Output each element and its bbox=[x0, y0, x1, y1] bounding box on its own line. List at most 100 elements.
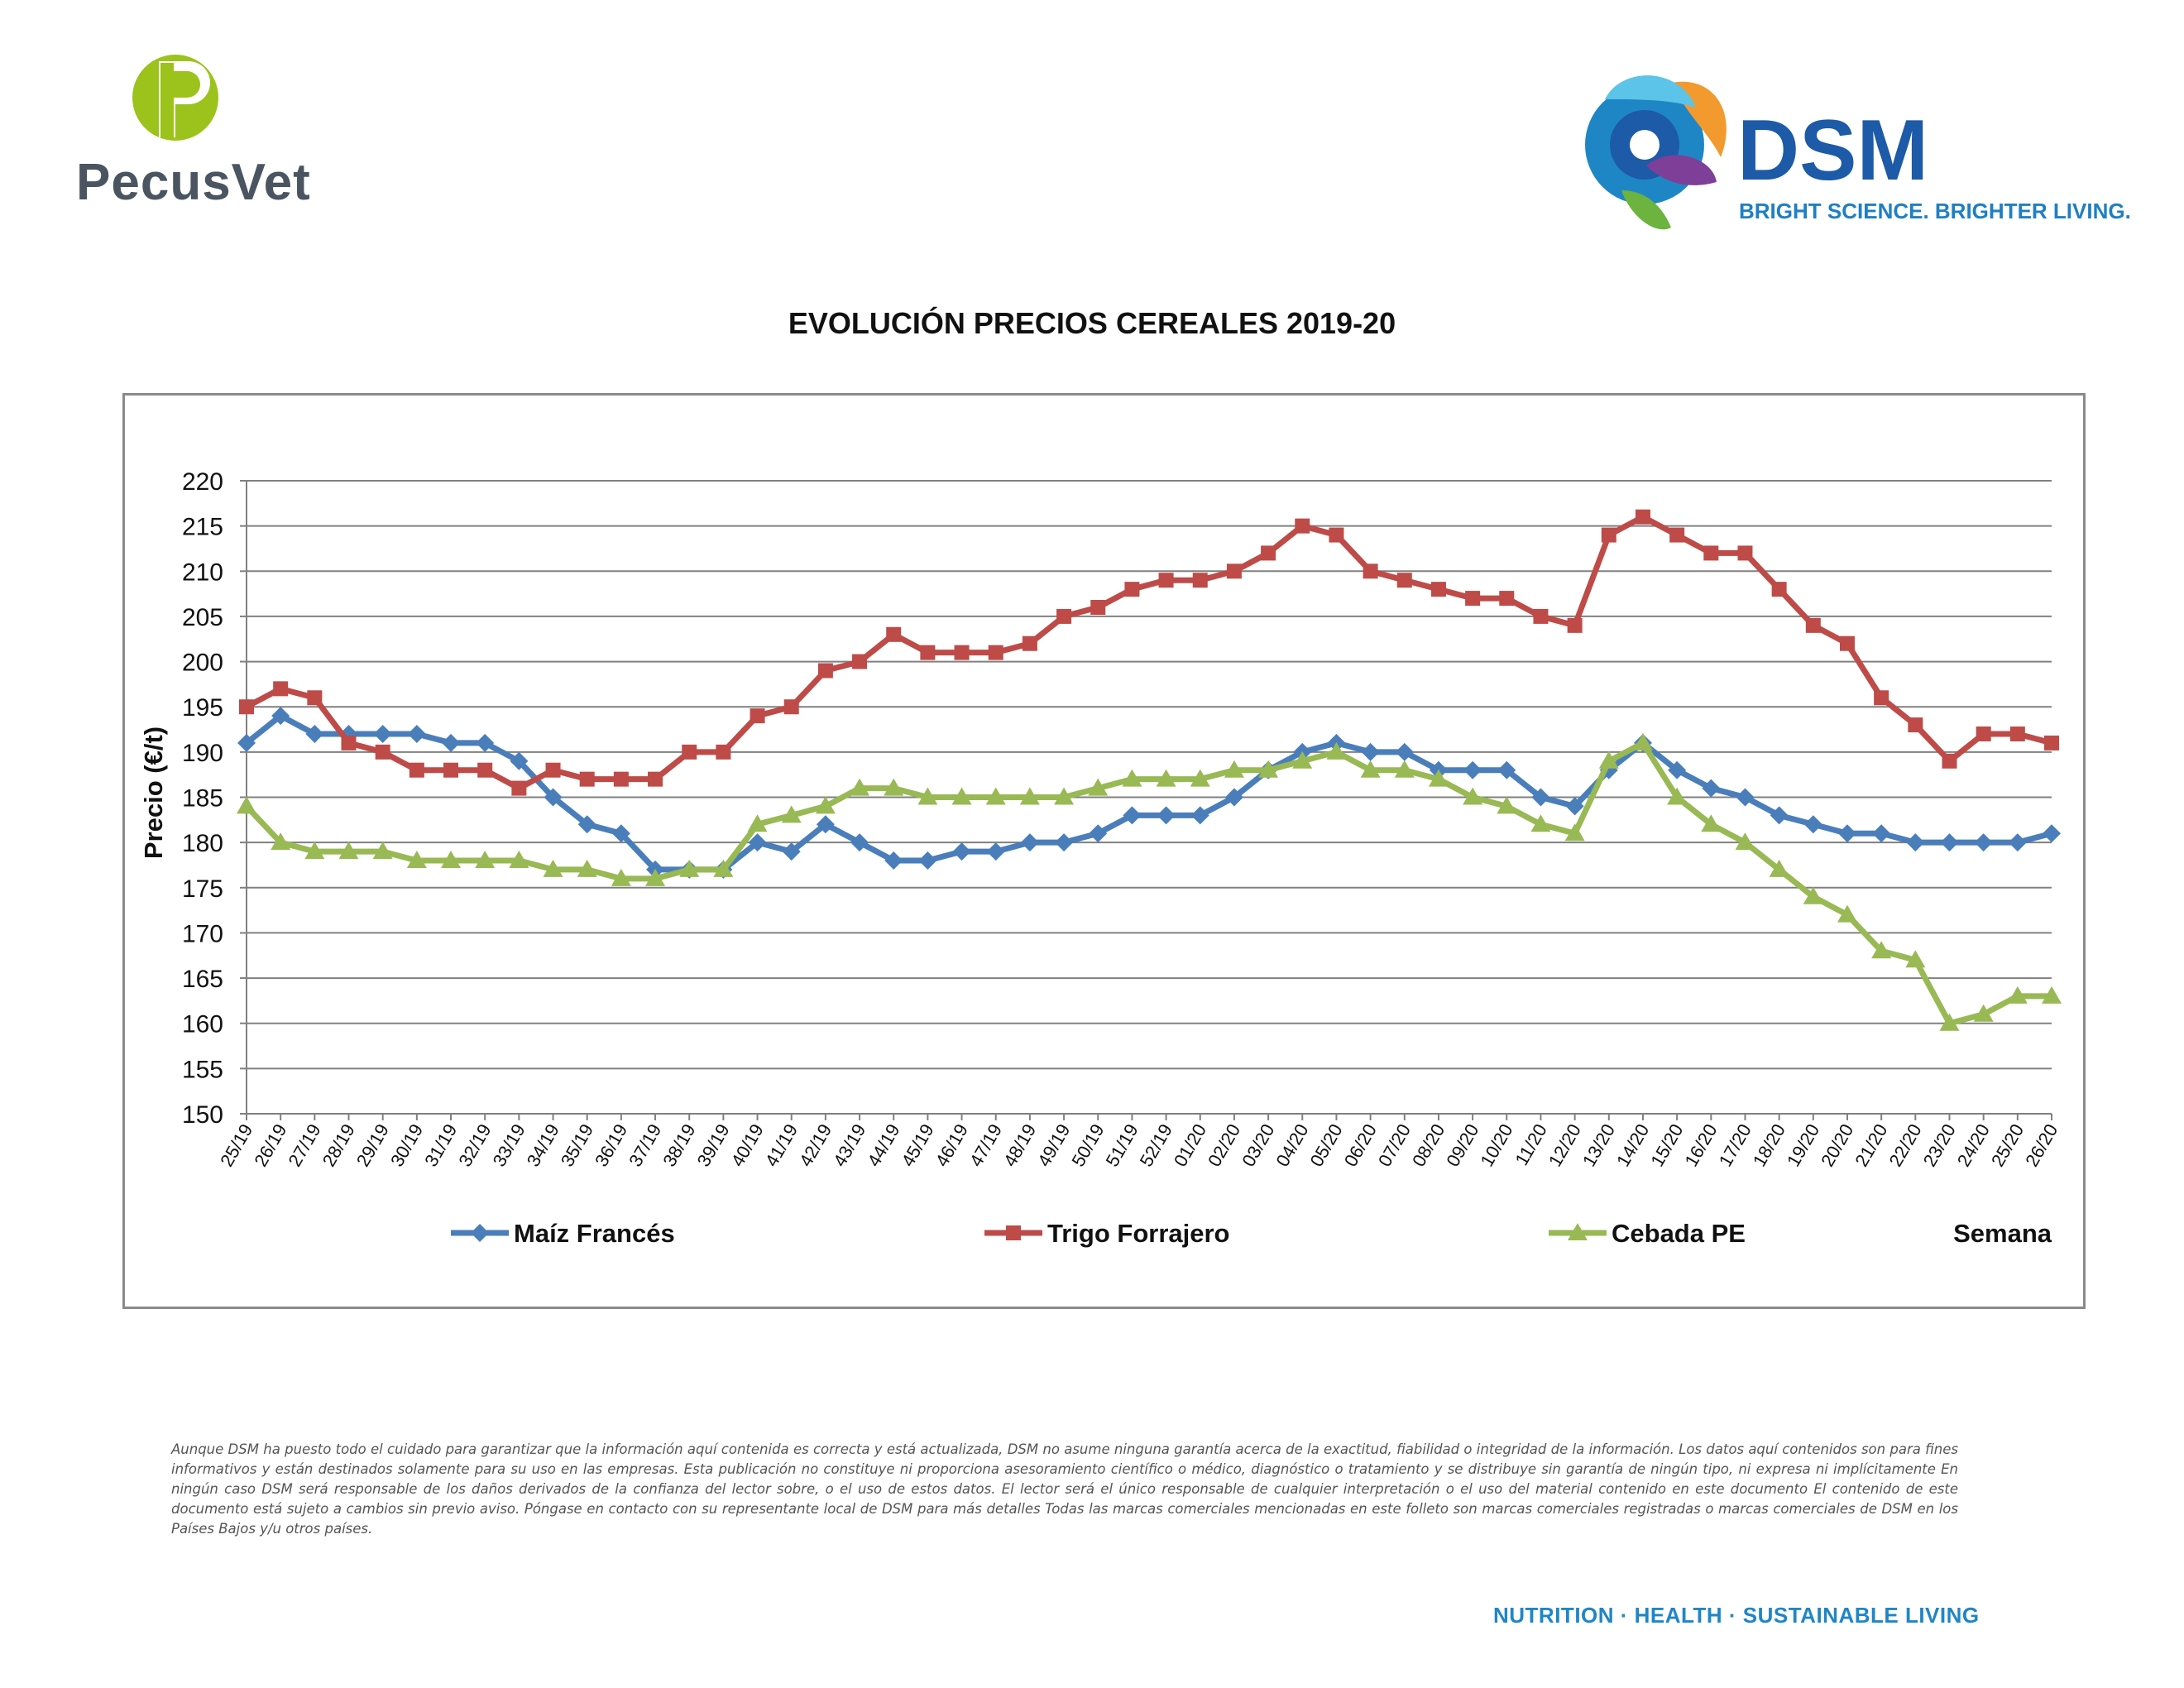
data-point-square bbox=[1090, 600, 1106, 615]
x-tick-label: 47/19 bbox=[965, 1120, 1006, 1170]
data-point-diamond bbox=[2008, 833, 2027, 852]
data-point-diamond bbox=[1668, 760, 1687, 779]
data-point-triangle bbox=[2042, 985, 2062, 1004]
x-tick-label: 09/20 bbox=[1442, 1120, 1482, 1170]
data-point-triangle bbox=[1394, 760, 1415, 778]
y-tick-label: 175 bbox=[182, 875, 223, 903]
data-point-triangle bbox=[577, 859, 597, 877]
data-point-triangle bbox=[1564, 823, 1585, 842]
data-point-square bbox=[409, 762, 424, 778]
data-point-diamond bbox=[1837, 824, 1856, 843]
data-point-triangle bbox=[1598, 750, 1619, 769]
data-point-triangle bbox=[1530, 814, 1551, 832]
data-point-triangle bbox=[1019, 787, 1040, 805]
data-point-square bbox=[852, 654, 868, 669]
data-point-triangle bbox=[645, 868, 666, 886]
data-point-diamond bbox=[237, 733, 256, 752]
data-point-square bbox=[1771, 582, 1787, 597]
data-point-square bbox=[1226, 563, 1242, 579]
data-point-diamond bbox=[1906, 833, 1925, 852]
x-tick-label: 40/19 bbox=[727, 1120, 768, 1170]
data-point-diamond bbox=[1055, 833, 1074, 852]
chart-title: EVOLUCIÓN PRECIOS CEREALES 2019-20 bbox=[788, 306, 1396, 340]
y-tick-label: 155 bbox=[182, 1056, 223, 1083]
y-tick-label: 165 bbox=[182, 966, 223, 993]
data-point-triangle bbox=[1632, 732, 1653, 750]
data-point-triangle bbox=[406, 851, 427, 868]
data-point-diamond bbox=[1224, 788, 1243, 807]
data-point-square bbox=[1261, 545, 1276, 561]
data-point-diamond bbox=[305, 725, 324, 743]
x-tick-label: 28/19 bbox=[318, 1120, 359, 1170]
legend-item-maiz: Maíz Francés bbox=[451, 1219, 675, 1248]
data-point-triangle bbox=[509, 851, 529, 868]
x-tick-label: 10/20 bbox=[1476, 1120, 1516, 1170]
data-point-square bbox=[1805, 617, 1821, 633]
data-point-triangle bbox=[1939, 1013, 1960, 1031]
x-tick-label: 20/20 bbox=[1817, 1120, 1857, 1170]
x-tick-label: 41/19 bbox=[761, 1120, 802, 1170]
data-point-diamond bbox=[1803, 815, 1822, 834]
data-point-diamond bbox=[1157, 806, 1176, 825]
x-tick-label: 52/19 bbox=[1136, 1120, 1176, 1170]
x-tick-label: 21/20 bbox=[1851, 1120, 1891, 1170]
data-point-triangle bbox=[1769, 859, 1789, 877]
data-point-diamond bbox=[271, 707, 290, 726]
data-point-diamond bbox=[1531, 788, 1550, 807]
data-point-triangle bbox=[338, 842, 359, 860]
legend-item-cebada: Cebada PE bbox=[1549, 1219, 1746, 1248]
y-tick-label: 150 bbox=[182, 1101, 223, 1129]
y-tick-label: 210 bbox=[182, 559, 223, 586]
data-point-triangle bbox=[1156, 769, 1176, 787]
y-tick-label: 215 bbox=[182, 514, 223, 541]
data-point-triangle bbox=[1905, 950, 1926, 968]
grid-layer bbox=[247, 480, 2052, 1115]
x-tick-label: 04/20 bbox=[1272, 1120, 1312, 1170]
y-tick-label: 220 bbox=[182, 468, 223, 496]
data-point-square bbox=[477, 762, 493, 778]
x-tick-label: 48/19 bbox=[999, 1120, 1040, 1170]
x-tick-label: 44/19 bbox=[863, 1120, 903, 1170]
x-tick-label: 45/19 bbox=[898, 1120, 938, 1170]
x-tick-label: 16/20 bbox=[1680, 1120, 1721, 1170]
data-point-square bbox=[1669, 527, 1685, 543]
data-point-square bbox=[1601, 527, 1616, 543]
data-point-square bbox=[920, 645, 936, 660]
data-point-triangle bbox=[747, 814, 768, 832]
data-point-diamond bbox=[986, 842, 1005, 861]
y-tick-label: 185 bbox=[182, 785, 223, 813]
x-tick-label: 38/19 bbox=[659, 1120, 699, 1170]
x-tick-label: 25/20 bbox=[1987, 1120, 2028, 1170]
series-maiz bbox=[237, 707, 2061, 879]
data-point-square bbox=[1295, 518, 1310, 534]
data-point-diamond bbox=[850, 833, 869, 852]
data-point-diamond bbox=[476, 733, 495, 752]
data-point-triangle bbox=[1568, 1223, 1588, 1240]
data-point-triangle bbox=[1735, 832, 1755, 851]
data-point-triangle bbox=[1258, 760, 1279, 778]
data-point-diamond bbox=[1089, 824, 1108, 843]
data-point-triangle bbox=[441, 851, 462, 868]
data-point-triangle bbox=[713, 859, 734, 877]
data-point-diamond bbox=[373, 725, 392, 743]
data-point-square bbox=[1192, 573, 1208, 588]
x-tick-label: 37/19 bbox=[625, 1120, 665, 1170]
legend-label: Maíz Francés bbox=[514, 1219, 675, 1248]
data-point-diamond bbox=[2043, 824, 2061, 843]
data-point-square bbox=[1737, 545, 1753, 561]
data-point-square bbox=[1465, 591, 1481, 607]
data-point-diamond bbox=[782, 842, 801, 861]
data-point-diamond bbox=[1872, 824, 1891, 843]
data-point-diamond bbox=[1123, 806, 1142, 825]
data-point-diamond bbox=[1497, 760, 1516, 779]
data-point-triangle bbox=[1190, 769, 1210, 787]
legend-item-trigo: Trigo Forrajero bbox=[984, 1219, 1229, 1248]
data-point-triangle bbox=[271, 832, 291, 851]
data-point-triangle bbox=[1497, 796, 1517, 814]
data-point-diamond bbox=[918, 851, 937, 870]
data-point-triangle bbox=[951, 787, 972, 805]
data-point-triangle bbox=[1973, 1004, 1994, 1022]
data-point-square bbox=[1006, 1225, 1021, 1240]
x-tick-label: 15/20 bbox=[1646, 1120, 1687, 1170]
data-point-square bbox=[1430, 582, 1446, 597]
